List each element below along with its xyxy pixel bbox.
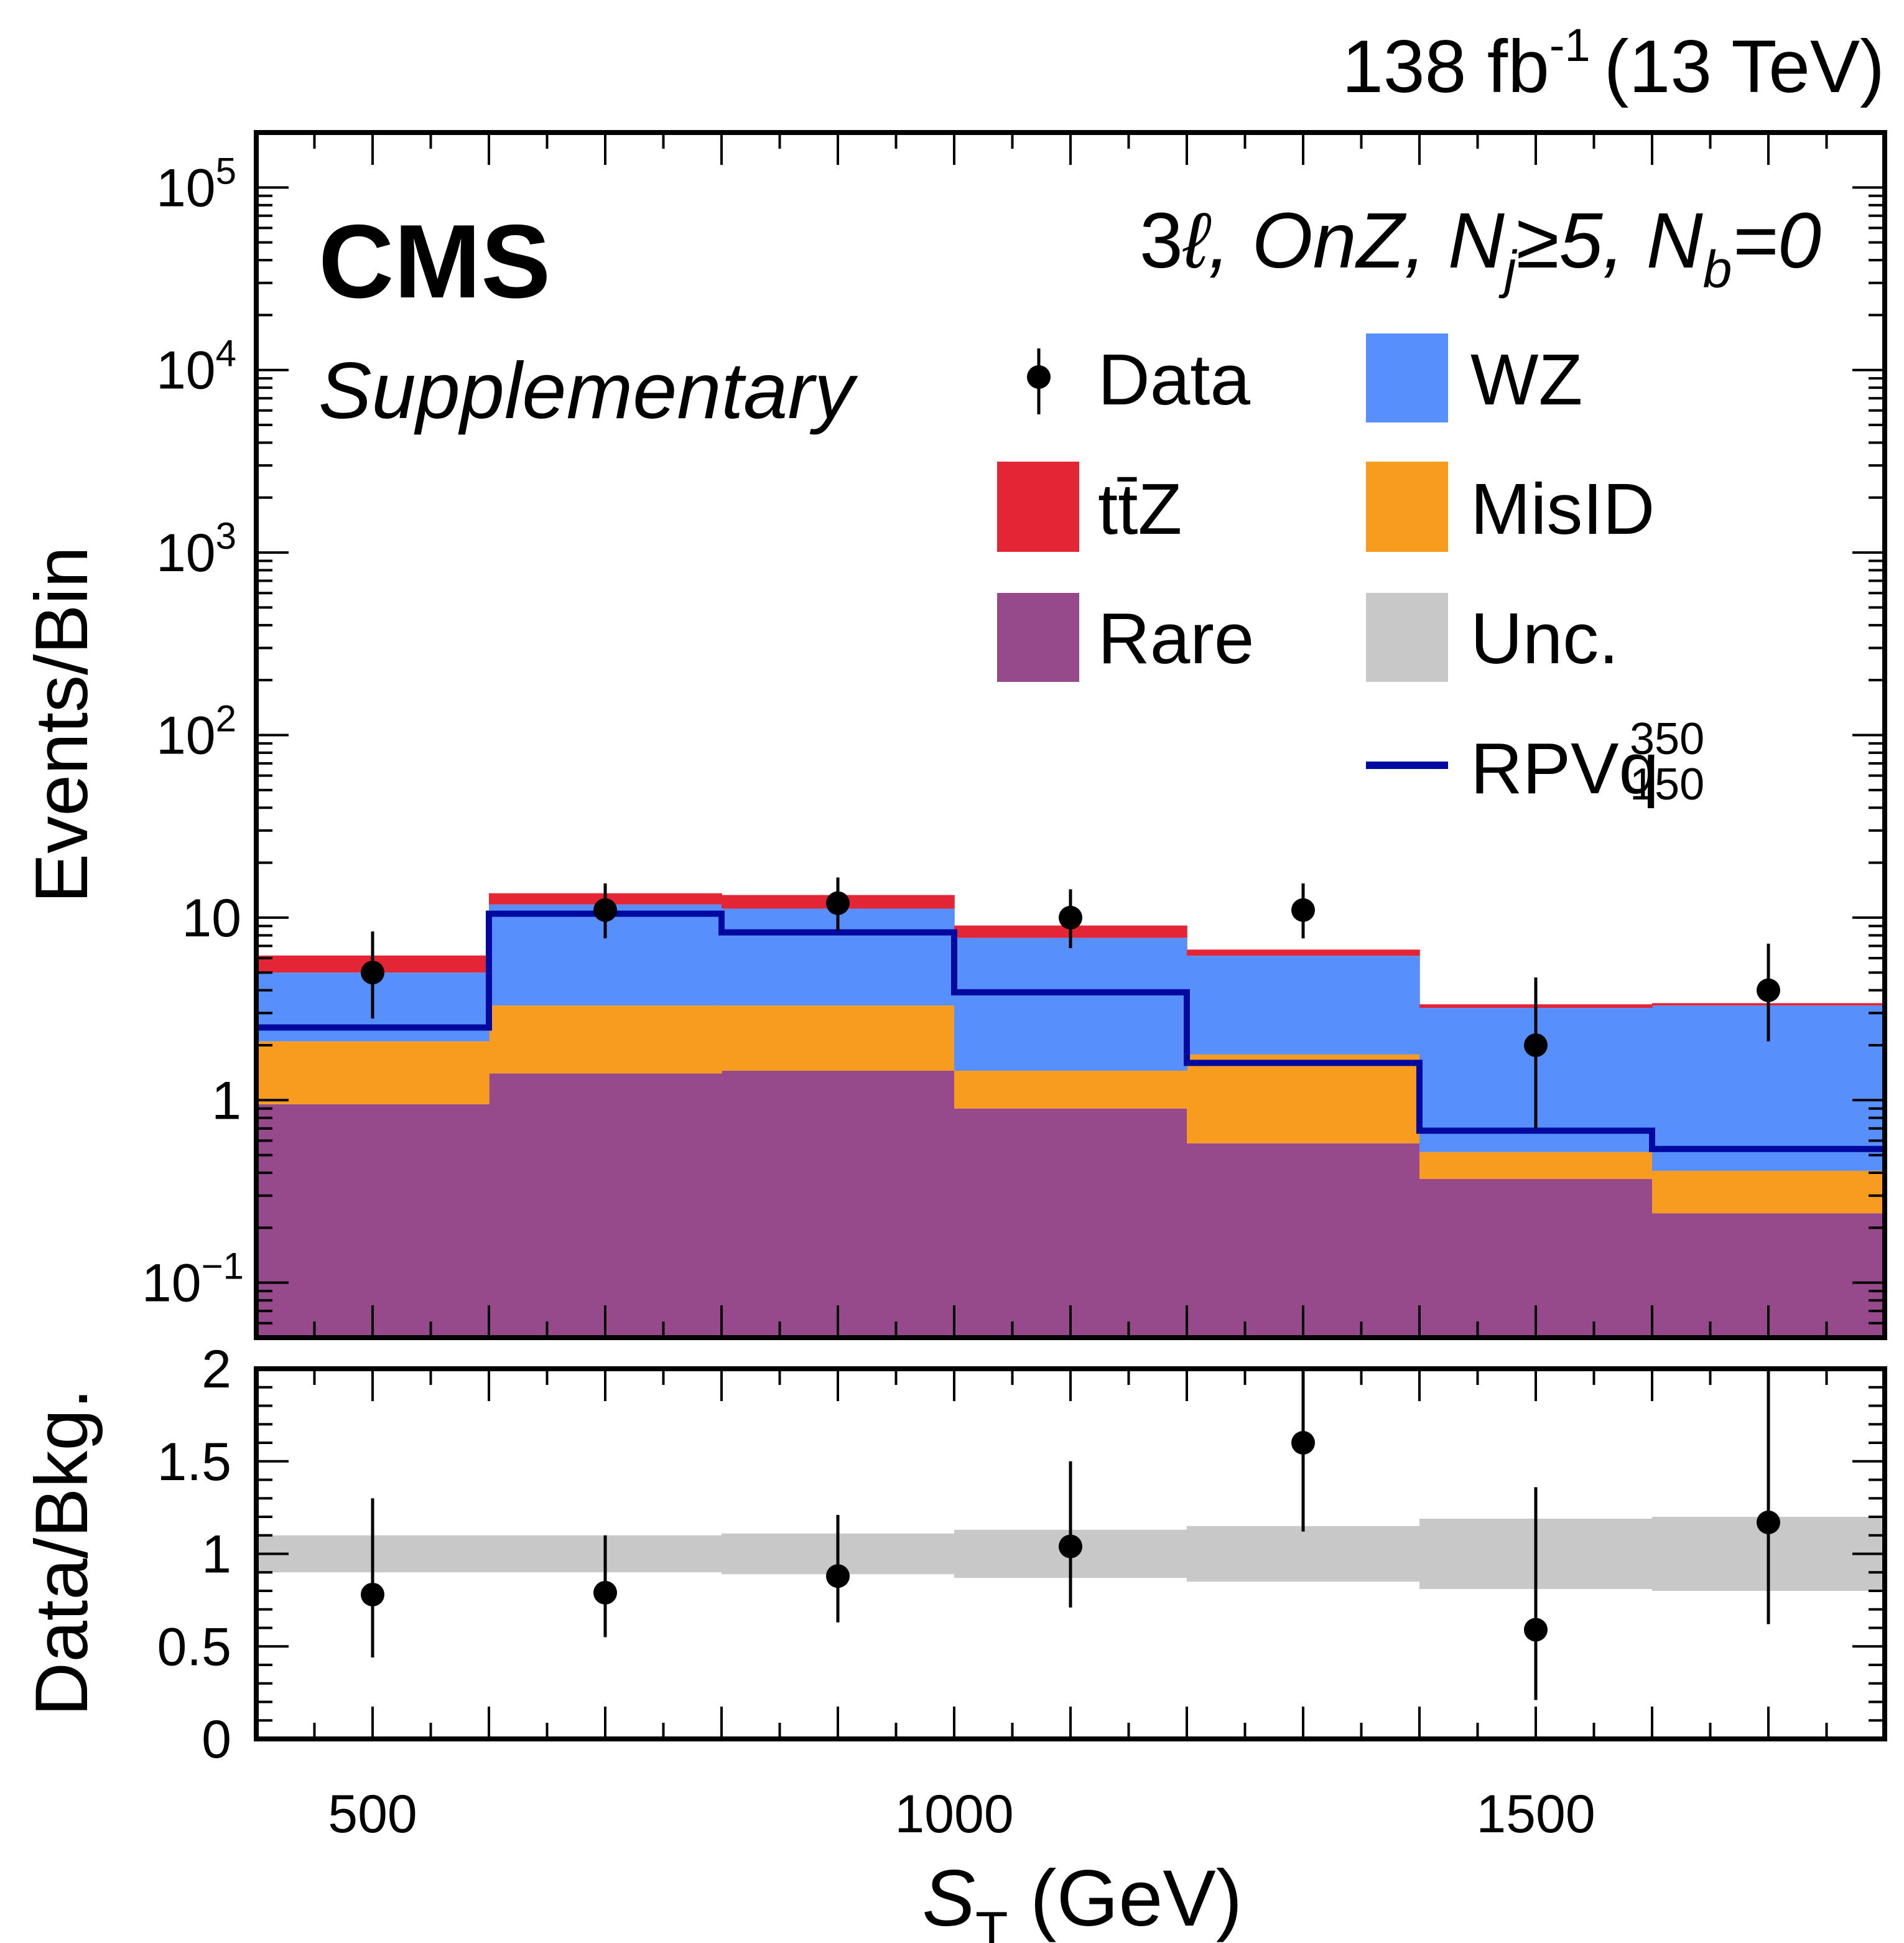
ratio-point-2 bbox=[826, 1564, 850, 1588]
y-axis-title-ratio: Data/Bkg. bbox=[20, 1389, 103, 1717]
ratio-point-4 bbox=[1291, 1431, 1315, 1455]
y-axis-title-main: Events/Bin bbox=[20, 546, 103, 903]
svg-text:RPVq: RPVq bbox=[1470, 728, 1659, 809]
ratio-axes: 0 0.5 1 1.5 2 500 1000 1500 bbox=[157, 1340, 1887, 1844]
main-ytick-label-3: 102 bbox=[156, 698, 236, 766]
bar-misid-6 bbox=[1652, 1170, 1885, 1214]
ratio-ytick-label-0: 0 bbox=[202, 1710, 231, 1769]
legend-misid: MisID bbox=[1366, 462, 1655, 552]
data-point-3 bbox=[1059, 905, 1082, 930]
legend-ttz: tt̄Z bbox=[997, 462, 1182, 552]
bar-wz-3 bbox=[954, 938, 1187, 1071]
bar-misid-5 bbox=[1419, 1152, 1653, 1179]
svg-text:Data: Data bbox=[1098, 339, 1251, 420]
ratio-point-3 bbox=[1059, 1534, 1082, 1559]
ratio-point-5 bbox=[1524, 1618, 1548, 1642]
legend-signal: RPVq 350 150 bbox=[1366, 714, 1704, 809]
supplementary-label: Supplementary bbox=[318, 347, 858, 436]
svg-text:WZ: WZ bbox=[1470, 339, 1582, 420]
signal-line bbox=[256, 910, 1885, 1152]
signal-histogram bbox=[256, 910, 1885, 1152]
main-ytick-label-1: 1 bbox=[211, 1071, 241, 1130]
svg-text:Unc.: Unc. bbox=[1470, 598, 1619, 679]
svg-text:150: 150 bbox=[1630, 760, 1704, 809]
stacked-histogram bbox=[256, 893, 1885, 1338]
cms-label: CMS bbox=[318, 203, 550, 320]
luminosity-label: 138 fb-1 (13 TeV) bbox=[1342, 19, 1885, 108]
bar-rare-2 bbox=[722, 1070, 955, 1338]
data-point-1 bbox=[593, 898, 617, 922]
bar-misid-4 bbox=[1187, 1054, 1420, 1144]
ratio-ytick-label-4: 2 bbox=[202, 1340, 231, 1399]
legend-wz: WZ bbox=[1366, 333, 1582, 422]
ratio-ytick-label-1: 0.5 bbox=[157, 1617, 231, 1677]
data-point-0 bbox=[361, 961, 384, 985]
ratio-unc-4 bbox=[1187, 1526, 1420, 1582]
bar-misid-3 bbox=[954, 1070, 1187, 1109]
data-point-5 bbox=[1524, 1033, 1548, 1057]
ratio-point-6 bbox=[1757, 1510, 1780, 1534]
data-point-4 bbox=[1291, 898, 1315, 922]
main-ytick-label-2: 10 bbox=[182, 888, 241, 948]
xtick-label-0: 500 bbox=[328, 1784, 417, 1844]
bar-wz-4 bbox=[1187, 956, 1420, 1055]
bar-rare-0 bbox=[256, 1104, 490, 1338]
svg-text:MisID: MisID bbox=[1470, 468, 1655, 549]
data-points bbox=[361, 877, 1780, 1129]
xtick-label-1: 1000 bbox=[894, 1784, 1013, 1844]
main-ytick-label-0: 10−1 bbox=[142, 1246, 244, 1313]
ratio-point-1 bbox=[593, 1580, 617, 1605]
bar-ttz-4 bbox=[1187, 949, 1420, 956]
x-axis-title: ST (GeV) bbox=[922, 1854, 1243, 1943]
bar-misid-1 bbox=[489, 1005, 722, 1074]
bar-rare-4 bbox=[1187, 1143, 1420, 1338]
bar-rare-1 bbox=[489, 1073, 722, 1338]
ratio-points bbox=[361, 1369, 1780, 1700]
region-label: 3ℓ, OnZ, Nj≥5, Nb=0 bbox=[1140, 197, 1821, 299]
svg-text:tt̄Z: tt̄Z bbox=[1098, 468, 1182, 549]
svg-text:350: 350 bbox=[1630, 714, 1704, 764]
ratio-point-0 bbox=[361, 1582, 384, 1606]
bar-misid-0 bbox=[256, 1041, 490, 1104]
bar-rare-3 bbox=[954, 1108, 1187, 1338]
ratio-ytick-label-2: 1 bbox=[202, 1525, 231, 1585]
main-ytick-label-6: 105 bbox=[156, 150, 236, 218]
legend-rare: Rare bbox=[997, 593, 1254, 682]
data-point-6 bbox=[1757, 978, 1780, 1002]
bar-misid-2 bbox=[722, 1005, 955, 1071]
svg-text:Rare: Rare bbox=[1098, 598, 1254, 679]
legend: Data WZ tt̄Z MisID Rare Unc. RPVq 350 15… bbox=[997, 333, 1704, 809]
legend-data: Data bbox=[1027, 339, 1251, 420]
main-ytick-label-4: 103 bbox=[156, 515, 236, 583]
legend-unc: Unc. bbox=[1366, 593, 1619, 682]
main-axes: 10−1 1 10 102 103 104 105 bbox=[142, 130, 1887, 1340]
main-ytick-label-5: 104 bbox=[156, 333, 236, 401]
xtick-label-2: 1500 bbox=[1476, 1784, 1595, 1844]
ratio-ytick-label-3: 1.5 bbox=[157, 1432, 231, 1492]
data-point-2 bbox=[826, 891, 850, 915]
